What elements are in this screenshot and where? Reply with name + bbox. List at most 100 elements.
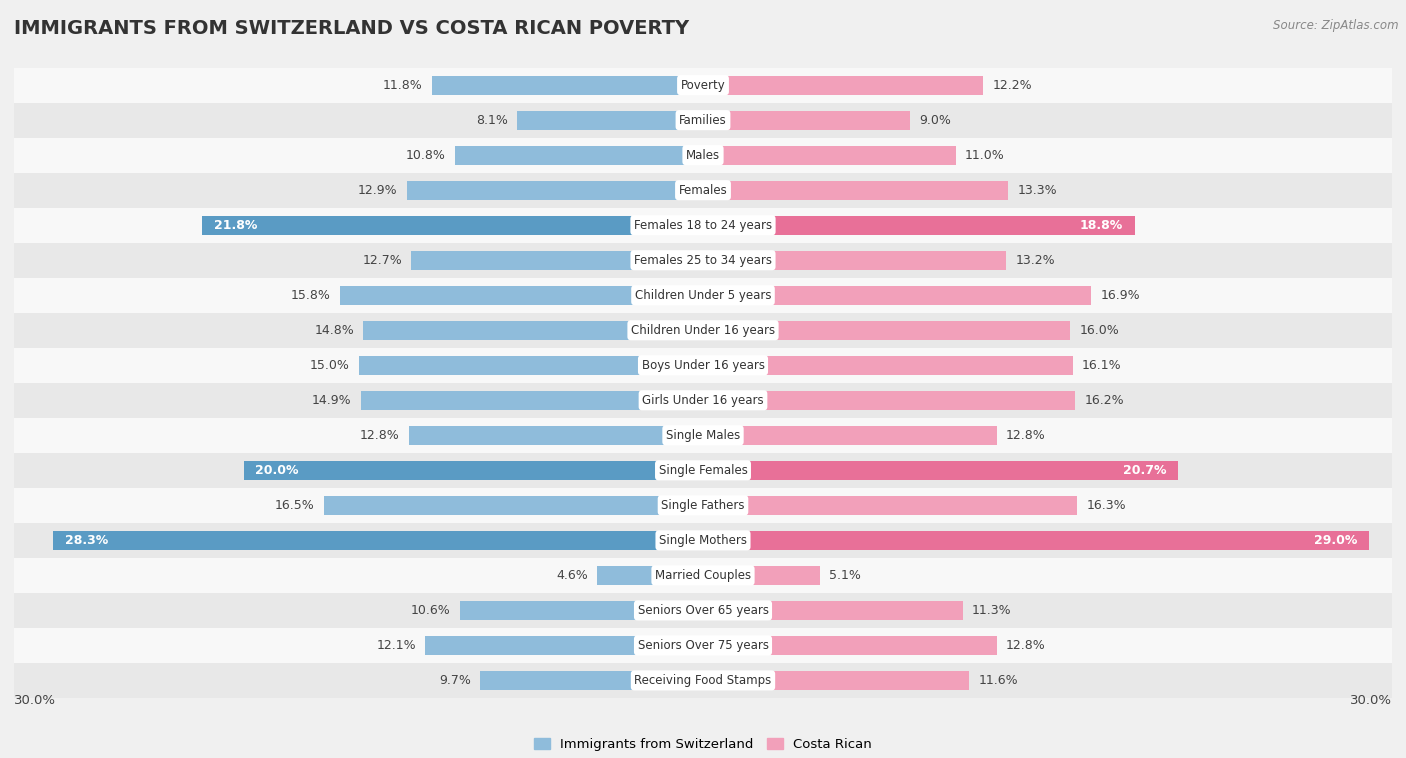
Bar bbox=[703, 636, 997, 655]
Bar bbox=[14, 67, 1392, 102]
Bar bbox=[14, 383, 1392, 418]
Bar bbox=[425, 636, 703, 655]
Text: 15.8%: 15.8% bbox=[291, 289, 330, 302]
Text: Females: Females bbox=[679, 183, 727, 196]
Text: 12.8%: 12.8% bbox=[1007, 639, 1046, 652]
Text: 11.3%: 11.3% bbox=[972, 604, 1011, 617]
Text: Males: Males bbox=[686, 149, 720, 161]
Bar bbox=[598, 565, 703, 585]
Bar bbox=[432, 76, 703, 95]
Bar bbox=[703, 111, 910, 130]
Text: IMMIGRANTS FROM SWITZERLAND VS COSTA RICAN POVERTY: IMMIGRANTS FROM SWITZERLAND VS COSTA RIC… bbox=[14, 19, 689, 38]
Bar bbox=[703, 565, 820, 585]
Text: 11.8%: 11.8% bbox=[382, 79, 423, 92]
Text: 28.3%: 28.3% bbox=[65, 534, 108, 547]
Text: Married Couples: Married Couples bbox=[655, 569, 751, 582]
Text: Poverty: Poverty bbox=[681, 79, 725, 92]
Text: Girls Under 16 years: Girls Under 16 years bbox=[643, 394, 763, 407]
Bar bbox=[323, 496, 703, 515]
Text: Single Females: Single Females bbox=[658, 464, 748, 477]
Bar bbox=[14, 277, 1392, 313]
Text: 16.3%: 16.3% bbox=[1087, 499, 1126, 512]
Bar bbox=[14, 488, 1392, 523]
Text: 20.7%: 20.7% bbox=[1123, 464, 1167, 477]
Text: 18.8%: 18.8% bbox=[1080, 219, 1123, 232]
Bar bbox=[412, 251, 703, 270]
Text: 5.1%: 5.1% bbox=[830, 569, 862, 582]
Text: Single Fathers: Single Fathers bbox=[661, 499, 745, 512]
Bar bbox=[14, 102, 1392, 138]
Text: 15.0%: 15.0% bbox=[309, 359, 349, 371]
Bar bbox=[14, 593, 1392, 628]
Bar bbox=[14, 138, 1392, 173]
Bar bbox=[14, 313, 1392, 348]
Text: 4.6%: 4.6% bbox=[557, 569, 588, 582]
Bar bbox=[703, 76, 983, 95]
Text: 14.9%: 14.9% bbox=[312, 394, 352, 407]
Text: 12.1%: 12.1% bbox=[377, 639, 416, 652]
Text: Single Mothers: Single Mothers bbox=[659, 534, 747, 547]
Bar bbox=[460, 601, 703, 620]
Bar bbox=[703, 390, 1076, 410]
Bar bbox=[14, 663, 1392, 698]
Text: 29.0%: 29.0% bbox=[1315, 534, 1358, 547]
Bar bbox=[481, 671, 703, 690]
Text: 12.7%: 12.7% bbox=[363, 254, 402, 267]
Bar bbox=[406, 180, 703, 200]
Bar bbox=[53, 531, 703, 550]
Bar bbox=[703, 531, 1369, 550]
Bar bbox=[409, 426, 703, 445]
Bar bbox=[361, 390, 703, 410]
Bar bbox=[14, 348, 1392, 383]
Text: 13.3%: 13.3% bbox=[1018, 183, 1057, 196]
Text: 8.1%: 8.1% bbox=[475, 114, 508, 127]
Bar bbox=[703, 215, 1135, 235]
Text: 21.8%: 21.8% bbox=[214, 219, 257, 232]
Bar bbox=[703, 461, 1178, 480]
Bar bbox=[703, 321, 1070, 340]
Bar bbox=[703, 601, 963, 620]
Text: Females 25 to 34 years: Females 25 to 34 years bbox=[634, 254, 772, 267]
Bar bbox=[703, 426, 997, 445]
Bar bbox=[202, 215, 703, 235]
Text: 14.8%: 14.8% bbox=[314, 324, 354, 337]
Text: 12.9%: 12.9% bbox=[359, 183, 398, 196]
Bar bbox=[14, 453, 1392, 488]
Bar bbox=[703, 496, 1077, 515]
Bar bbox=[14, 523, 1392, 558]
Text: Boys Under 16 years: Boys Under 16 years bbox=[641, 359, 765, 371]
Bar bbox=[340, 286, 703, 305]
Text: 16.2%: 16.2% bbox=[1084, 394, 1123, 407]
Text: Seniors Over 65 years: Seniors Over 65 years bbox=[637, 604, 769, 617]
Text: Source: ZipAtlas.com: Source: ZipAtlas.com bbox=[1274, 19, 1399, 32]
Bar bbox=[703, 356, 1073, 375]
Text: 12.8%: 12.8% bbox=[360, 429, 399, 442]
Bar bbox=[14, 208, 1392, 243]
Text: Receiving Food Stamps: Receiving Food Stamps bbox=[634, 674, 772, 687]
Text: 16.0%: 16.0% bbox=[1080, 324, 1119, 337]
Bar bbox=[243, 461, 703, 480]
Bar bbox=[359, 356, 703, 375]
Text: 9.0%: 9.0% bbox=[920, 114, 950, 127]
Bar bbox=[703, 146, 956, 164]
Text: 12.2%: 12.2% bbox=[993, 79, 1032, 92]
Text: Families: Families bbox=[679, 114, 727, 127]
Bar bbox=[14, 243, 1392, 277]
Text: Children Under 5 years: Children Under 5 years bbox=[634, 289, 772, 302]
Bar bbox=[363, 321, 703, 340]
Legend: Immigrants from Switzerland, Costa Rican: Immigrants from Switzerland, Costa Rican bbox=[529, 733, 877, 756]
Bar bbox=[703, 180, 1008, 200]
Bar bbox=[456, 146, 703, 164]
Text: 16.9%: 16.9% bbox=[1101, 289, 1140, 302]
Text: 11.6%: 11.6% bbox=[979, 674, 1018, 687]
Text: 16.5%: 16.5% bbox=[276, 499, 315, 512]
Text: 20.0%: 20.0% bbox=[256, 464, 298, 477]
Text: 13.2%: 13.2% bbox=[1015, 254, 1054, 267]
Text: 12.8%: 12.8% bbox=[1007, 429, 1046, 442]
Bar bbox=[14, 628, 1392, 663]
Text: 10.6%: 10.6% bbox=[411, 604, 450, 617]
Text: Children Under 16 years: Children Under 16 years bbox=[631, 324, 775, 337]
Text: 30.0%: 30.0% bbox=[1350, 694, 1392, 707]
Text: Seniors Over 75 years: Seniors Over 75 years bbox=[637, 639, 769, 652]
Bar bbox=[703, 286, 1091, 305]
